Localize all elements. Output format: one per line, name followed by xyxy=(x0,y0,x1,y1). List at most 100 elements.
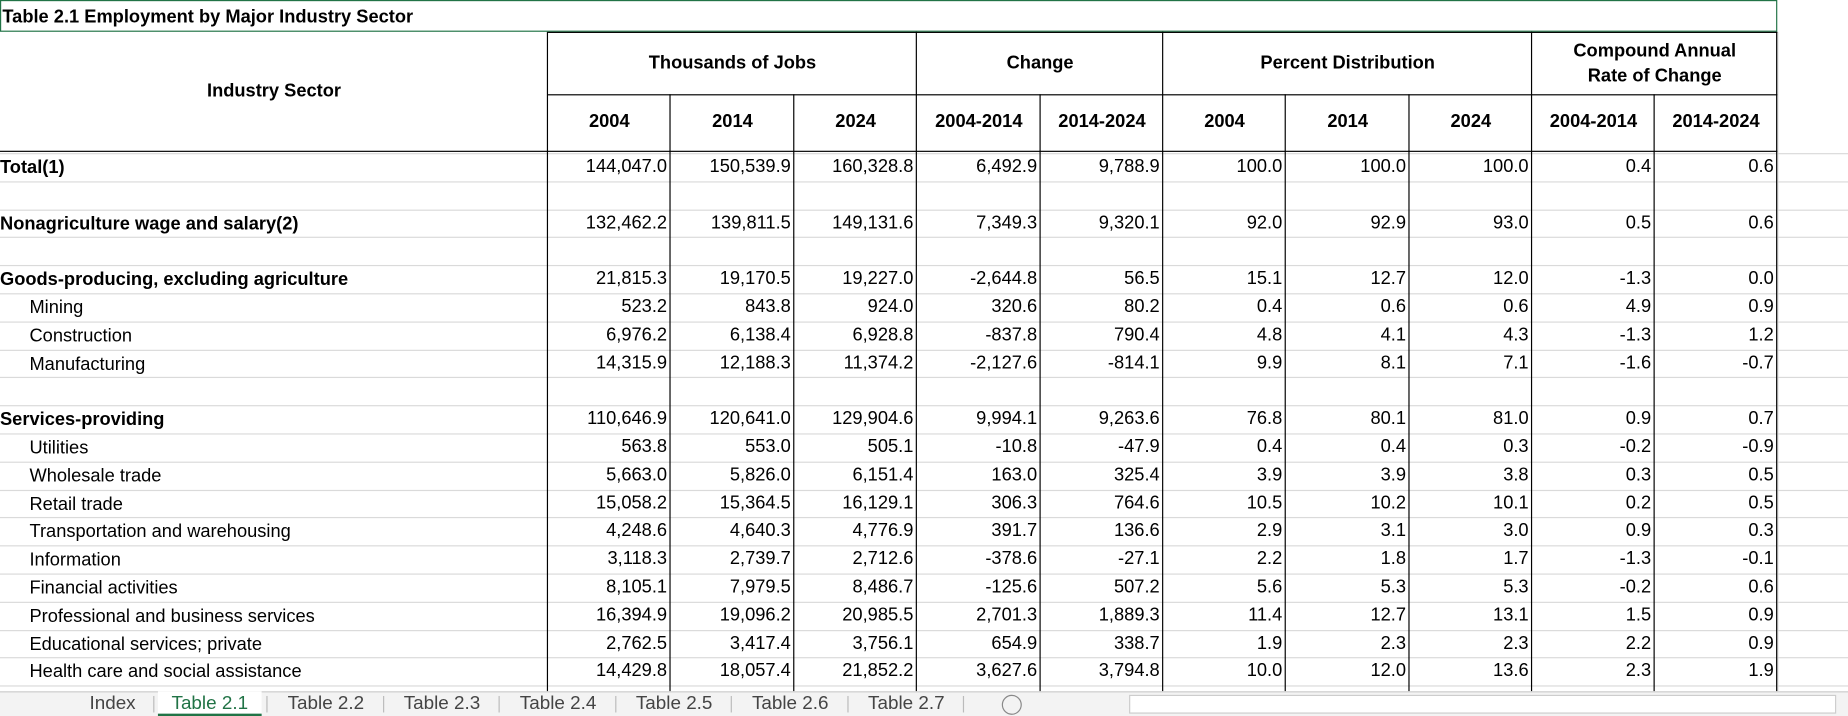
cell: -10.8 xyxy=(995,436,1038,457)
scrollbar[interactable] xyxy=(1129,694,1837,714)
sheet-tab[interactable]: Table 2.5 xyxy=(635,693,713,714)
cell: 80.2 xyxy=(1124,296,1160,317)
sheet-tab[interactable]: Table 2.6 xyxy=(751,693,829,714)
cell: 13.6 xyxy=(1493,661,1529,682)
cell: -47.9 xyxy=(1118,436,1160,457)
grid-line xyxy=(0,153,1848,155)
cell: 3.9 xyxy=(1380,464,1407,485)
cell: 924.0 xyxy=(867,296,914,317)
cell: 0.7 xyxy=(1748,408,1774,429)
cell: 12,188.3 xyxy=(719,352,791,373)
tab-separator xyxy=(847,695,849,713)
cell: 843.8 xyxy=(745,296,791,317)
tab-separator xyxy=(383,695,385,713)
cell: -837.8 xyxy=(985,324,1038,345)
cell: 5.3 xyxy=(1380,577,1407,598)
cell: 9,994.1 xyxy=(976,408,1038,429)
cell: 7,349.3 xyxy=(976,212,1038,233)
cell: 16,394.9 xyxy=(595,605,668,626)
cell: 3,118.3 xyxy=(607,548,668,570)
cell: 3.1 xyxy=(1380,520,1407,541)
cell: 7,979.5 xyxy=(729,577,791,598)
cell: -1.3 xyxy=(1619,268,1652,289)
scroll-arrow[interactable] xyxy=(9,695,21,713)
cell: 3.8 xyxy=(1503,464,1529,485)
cell: 4.1 xyxy=(1380,324,1407,345)
border xyxy=(1408,94,1410,692)
cell: -2,127.6 xyxy=(970,352,1038,373)
cell: 523.2 xyxy=(621,296,668,317)
cell: 12.7 xyxy=(1370,268,1407,289)
cell: 338.7 xyxy=(1113,633,1160,654)
cell: 2,701.3 xyxy=(976,605,1038,626)
cell: 10.2 xyxy=(1370,492,1407,513)
sheet-tab[interactable]: Table 2.3 xyxy=(403,693,481,714)
cell: 0.5 xyxy=(1625,212,1652,233)
grid-line xyxy=(0,349,1848,351)
border xyxy=(793,94,795,692)
border xyxy=(1530,31,1533,692)
cell: 11,374.2 xyxy=(843,352,914,373)
sheet-tab[interactable]: Index xyxy=(89,693,136,714)
cell: 18,057.4 xyxy=(719,661,791,682)
cell: -378.6 xyxy=(985,548,1038,570)
cell: -1.6 xyxy=(1619,352,1652,373)
row-label: Retail trade xyxy=(29,494,123,515)
cell: 0.6 xyxy=(1503,296,1529,317)
cell: 0.4 xyxy=(1380,436,1407,457)
cell: 15.1 xyxy=(1246,268,1283,289)
cell: 19,170.5 xyxy=(719,268,791,289)
grid-line xyxy=(0,489,1848,492)
cell: 163.0 xyxy=(991,464,1038,485)
sheet-tab[interactable]: Table 2.2 xyxy=(287,693,365,714)
cell: 391.7 xyxy=(991,520,1038,541)
row-label: Professional and business services xyxy=(29,606,315,627)
cell: 0.3 xyxy=(1503,436,1529,457)
cell: 9,263.6 xyxy=(1098,408,1160,429)
cell: 3.0 xyxy=(1503,520,1529,541)
add-sheet-button[interactable] xyxy=(1001,694,1022,715)
sheet-tab[interactable]: Table 2.4 xyxy=(519,693,597,714)
border xyxy=(1039,94,1041,692)
row-label: Information xyxy=(29,550,121,571)
cell: 6,492.9 xyxy=(976,156,1038,177)
sheet-title[interactable]: Table 2.1 Employment by Major Industry S… xyxy=(0,0,1778,32)
cell: 6,138.4 xyxy=(729,324,791,345)
cell: 654.9 xyxy=(991,633,1038,654)
row-label: Manufacturing xyxy=(29,353,146,375)
tab-separator xyxy=(962,695,965,713)
cell: 93.0 xyxy=(1493,212,1529,233)
cell: 6,976.2 xyxy=(606,324,668,345)
cell: 16,129.1 xyxy=(842,492,914,513)
grid-line xyxy=(0,209,1848,211)
cell: -0.2 xyxy=(1619,577,1652,598)
cell: 139,811.5 xyxy=(710,212,791,233)
cell: 5,826.0 xyxy=(729,464,791,485)
cell: 4.8 xyxy=(1256,324,1283,345)
cell: 160,328.8 xyxy=(832,156,914,177)
cell: 0.9 xyxy=(1625,408,1652,429)
cell: 12.0 xyxy=(1493,268,1529,289)
sheet-tab[interactable]: Table 2.7 xyxy=(868,693,945,714)
group-header: Change xyxy=(1006,52,1074,74)
cell: 0.0 xyxy=(1748,268,1774,289)
group-header: Thousands of Jobs xyxy=(648,52,817,74)
row-label: Wholesale trade xyxy=(29,466,162,487)
cell: -0.7 xyxy=(1742,352,1774,373)
cell: 505.1 xyxy=(867,436,914,457)
cell: 9,788.9 xyxy=(1098,156,1160,177)
group-header: Compound Annual Rate of Change xyxy=(1573,40,1737,86)
grid-line xyxy=(0,630,1848,632)
cell: 92.0 xyxy=(1246,212,1283,233)
sheet-tab[interactable]: Table 2.1 xyxy=(157,691,262,716)
cell: 0.6 xyxy=(1380,296,1407,317)
grid-line xyxy=(0,293,1848,295)
cell: 507.2 xyxy=(1113,577,1160,598)
cell: 8,486.7 xyxy=(852,577,914,598)
grid-line xyxy=(0,461,1848,463)
row-label: Educational services; private xyxy=(29,634,262,655)
row-header: Industry Sector xyxy=(207,80,342,101)
cell: 4,248.6 xyxy=(606,520,668,541)
cell: 0.2 xyxy=(1625,492,1652,513)
cell: 0.9 xyxy=(1748,605,1774,626)
